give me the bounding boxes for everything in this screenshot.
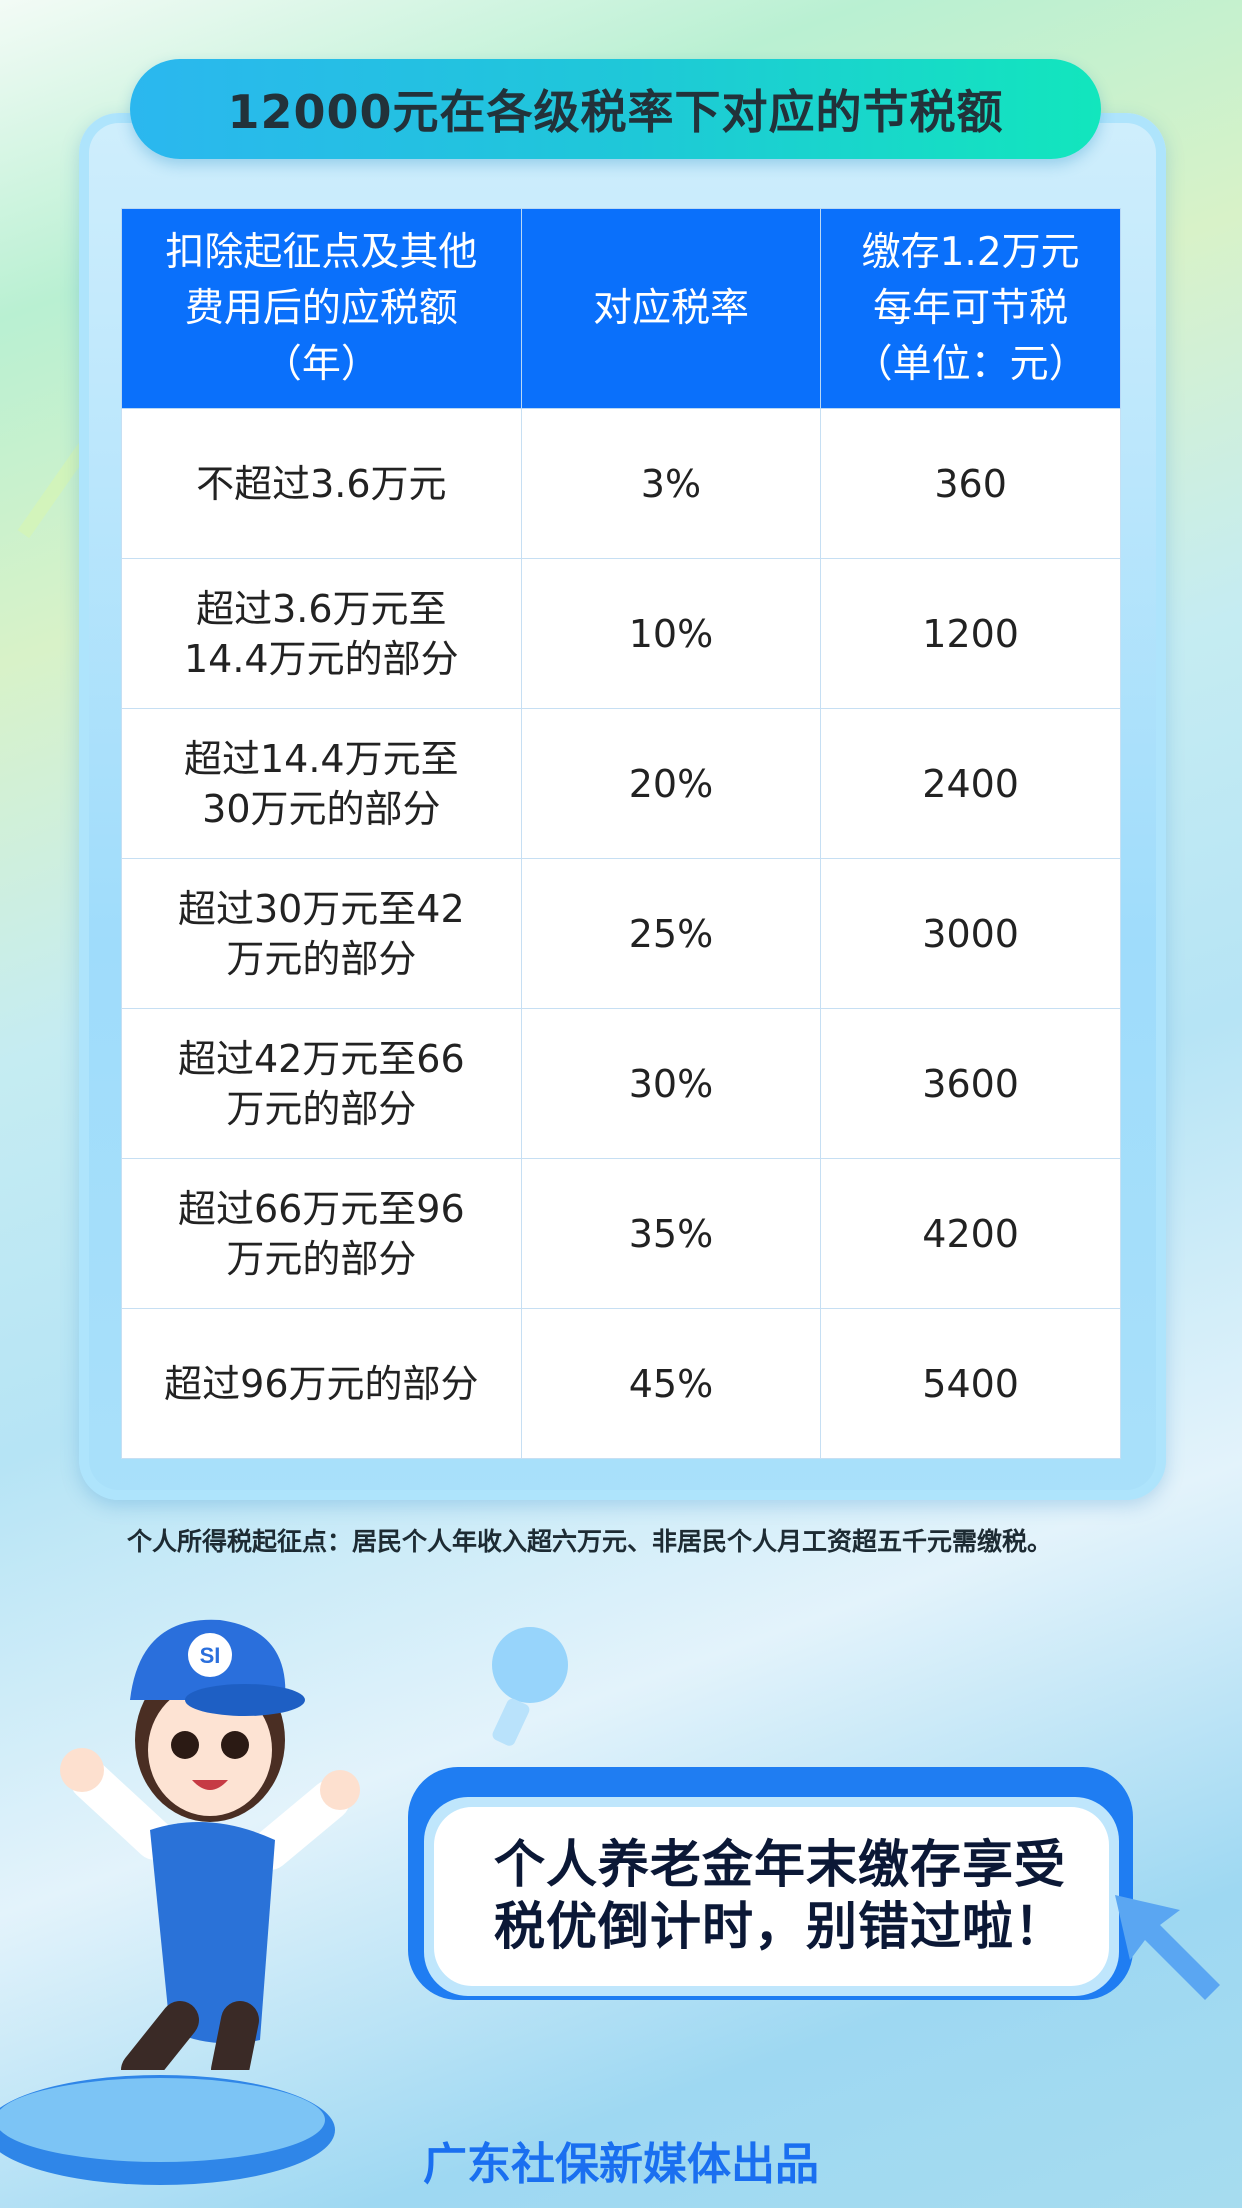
title-banner: 12000元在各级税率下对应的节税额 [130,59,1101,159]
mascot-logo: SI [200,1643,221,1668]
tax-rate-cell: 30% [520,1008,822,1159]
header-taxable-income: 扣除起征点及其他费用后的应税额（年） [121,208,522,409]
tax-rate-cell: 35% [520,1158,822,1309]
savings-amount-cell: 4200 [820,1158,1121,1309]
income-bracket-cell: 不超过3.6万元 [121,408,522,559]
tax-rate-cell: 45% [520,1308,822,1459]
table-row: 超过3.6万元至14.4万元的部分 10% 1200 [121,558,1121,709]
tax-rate-cell: 20% [520,708,822,859]
savings-amount-cell: 360 [820,408,1121,559]
savings-amount-cell: 3600 [820,1008,1121,1159]
savings-amount-cell: 5400 [820,1308,1121,1459]
table-row: 超过14.4万元至30万元的部分 20% 2400 [121,708,1121,859]
savings-amount-cell: 1200 [820,558,1121,709]
header-savings: 缴存1.2万元每年可节税（单位：元） [820,208,1121,409]
income-bracket-cell: 超过30万元至42万元的部分 [121,858,522,1009]
footer-credit: 广东社保新媒体出品 [423,2139,819,2190]
income-bracket-cell: 超过14.4万元至30万元的部分 [121,708,522,859]
table-row: 超过30万元至42万元的部分 25% 3000 [121,858,1121,1009]
savings-amount-cell: 3000 [820,858,1121,1009]
income-bracket-cell: 超过96万元的部分 [121,1308,522,1459]
bubble-text: 个人养老金年末缴存享受税优倒计时，别错过啦！ [494,1835,1067,1957]
table-row: 超过96万元的部分 45% 5400 [121,1308,1121,1459]
cursor-arrow-icon [1115,1895,1220,2000]
savings-amount-cell: 2400 [820,708,1121,859]
table-row: 超过66万元至96万元的部分 35% 4200 [121,1158,1121,1309]
income-bracket-cell: 超过3.6万元至14.4万元的部分 [121,558,522,709]
mascot-illustration: SI [60,1619,360,2070]
tax-rate-cell: 25% [520,858,822,1009]
header-tax-rate: 对应税率 [520,208,822,409]
pool-platform [0,2075,335,2185]
income-bracket-cell: 超过66万元至96万元的部分 [121,1158,522,1309]
tax-rate-cell: 10% [520,558,822,709]
table-row: 不超过3.6万元 3% 360 [121,408,1121,559]
speech-bubble: 个人养老金年末缴存享受税优倒计时，别错过啦！ [408,1767,1133,2000]
tax-savings-table: 扣除起征点及其他费用后的应税额（年） 对应税率 缴存1.2万元每年可节税（单位：… [121,208,1121,1459]
tax-rate-cell: 3% [520,408,822,559]
footnote: 个人所得税起征点：居民个人年收入超六万元、非居民个人月工资超五千元需缴税。 [127,1527,1053,1556]
table-header-row: 扣除起征点及其他费用后的应税额（年） 对应税率 缴存1.2万元每年可节税（单位：… [121,208,1121,409]
table-row: 超过42万元至66万元的部分 30% 3600 [121,1008,1121,1159]
income-bracket-cell: 超过42万元至66万元的部分 [121,1008,522,1159]
lightbulb-icon [492,1627,568,1746]
page-title: 12000元在各级税率下对应的节税额 [227,85,1004,139]
